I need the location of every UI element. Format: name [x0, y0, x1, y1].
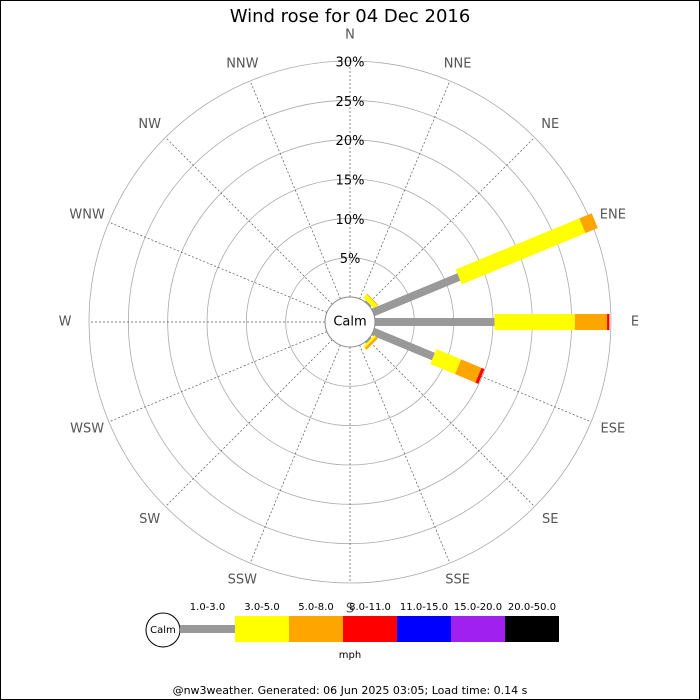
wind-segment: [574, 314, 608, 330]
direction-label: NW: [138, 117, 161, 132]
wind-segment: [363, 335, 377, 349]
spoke: [165, 339, 333, 507]
spoke: [367, 137, 535, 305]
direction-label: ESE: [601, 421, 626, 436]
legend-swatch: [451, 616, 505, 642]
direction-label: SE: [542, 512, 558, 527]
wind-segment: [579, 213, 598, 234]
direction-label: SW: [139, 512, 160, 527]
wind-segment: [364, 336, 378, 350]
wind-segment: [363, 294, 378, 309]
legend-swatch: [180, 625, 235, 633]
spoke: [108, 221, 328, 313]
spoke: [249, 80, 341, 300]
legend-label: 5.0-8.0: [298, 602, 333, 613]
bars: [363, 213, 610, 384]
wind-segment: [371, 327, 435, 361]
direction-label: NNE: [444, 57, 472, 72]
chart-title: Wind rose for 04 Dec 2016: [230, 6, 471, 27]
legend-swatch: [343, 616, 397, 642]
legend-swatch: [397, 616, 451, 642]
wind-segment: [494, 314, 575, 330]
direction-label: SSW: [228, 572, 258, 587]
legend-label: 8.0-11.0: [349, 602, 391, 613]
direction-label: NE: [541, 117, 559, 132]
wind-segment: [364, 336, 372, 344]
spoke: [367, 339, 535, 507]
wind-segment: [364, 300, 372, 308]
spoke: [108, 331, 328, 423]
legend-swatch: [505, 616, 559, 642]
legend-label: 20.0-50.0: [508, 602, 556, 613]
legend-label: 3.0-5.0: [244, 602, 279, 613]
legend-label: 1.0-3.0: [190, 602, 225, 613]
direction-label: E: [631, 315, 639, 330]
calm-circle: [324, 296, 376, 348]
legend: Calm 1.0-3.0 3.0-5.0 5.0-8.0 8.0-11.0 11.0-1…: [145, 602, 559, 648]
legend-swatch: [289, 616, 343, 642]
legend-label: 11.0-15.0: [400, 602, 448, 613]
spoke: [359, 344, 451, 564]
direction-label: N: [345, 28, 355, 43]
direction-label: W: [59, 315, 72, 330]
wind-segment: [371, 273, 461, 317]
direction-label: ENE: [600, 208, 626, 223]
wind-segment: [375, 318, 495, 326]
spoke: [359, 80, 451, 300]
legend-swatch: [235, 616, 289, 642]
footer: @nw3weather. Generated: 06 Jun 2025 03:0…: [173, 684, 528, 697]
wind-segment: [475, 367, 485, 384]
r-tick-label: 25%: [336, 95, 365, 110]
direction-label: SSE: [445, 572, 470, 587]
direction-label: S: [346, 602, 354, 617]
unit-label: mph: [339, 650, 361, 661]
wind-segment: [366, 293, 379, 306]
direction-label: WNW: [69, 208, 105, 223]
legend-label: 15.0-20.0: [454, 602, 502, 613]
spoke: [249, 344, 341, 564]
direction-label: NNW: [226, 57, 258, 72]
spoke: [372, 331, 592, 423]
wind-segment: [607, 314, 610, 330]
wind-segment: [455, 359, 482, 383]
spoke: [165, 137, 333, 305]
calm-label: Calm: [333, 315, 366, 330]
wind-segment: [455, 218, 586, 285]
grid-ring: [88, 60, 612, 584]
direction-label: WSW: [70, 421, 104, 436]
wind-segment: [430, 349, 462, 375]
r-tick-label: 20%: [336, 134, 365, 149]
legend-calm-label: Calm: [150, 625, 176, 636]
